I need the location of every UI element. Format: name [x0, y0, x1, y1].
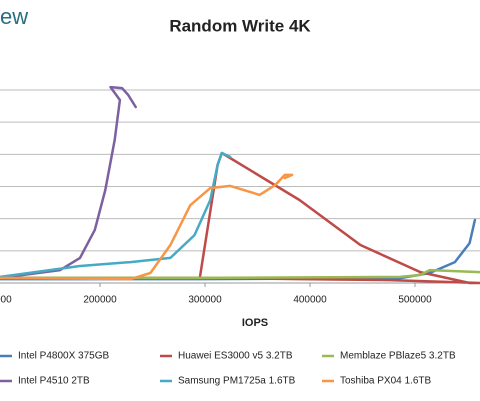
legend-label: Intel P4510 2TB — [18, 376, 90, 387]
legend-label: Samsung PM1725a 1.6TB — [178, 376, 296, 387]
series-line — [0, 151, 232, 279]
x-axis-title: IOPS — [242, 317, 268, 329]
x-tick-label: 300000 — [188, 295, 222, 306]
x-tick-label: 400000 — [293, 295, 327, 306]
x-tick-label: 500000 — [398, 295, 432, 306]
series-line — [0, 218, 477, 281]
series-line — [0, 268, 480, 280]
legend-label: Toshiba PX04 1.6TB — [340, 376, 431, 387]
brand-logo: ew — [0, 4, 28, 29]
series-line — [0, 85, 137, 280]
x-tick-label: 100000 — [0, 295, 12, 306]
x-tick-label: 200000 — [83, 295, 117, 306]
series-line — [0, 173, 294, 281]
chart-title: Random Write 4K — [169, 16, 311, 35]
legend-label: Huawei ES3000 v5 3.2TB — [178, 351, 293, 362]
legend-label: Memblaze PBlaze5 3.2TB — [340, 351, 456, 362]
legend-label: Intel P4800X 375GB — [18, 351, 110, 362]
